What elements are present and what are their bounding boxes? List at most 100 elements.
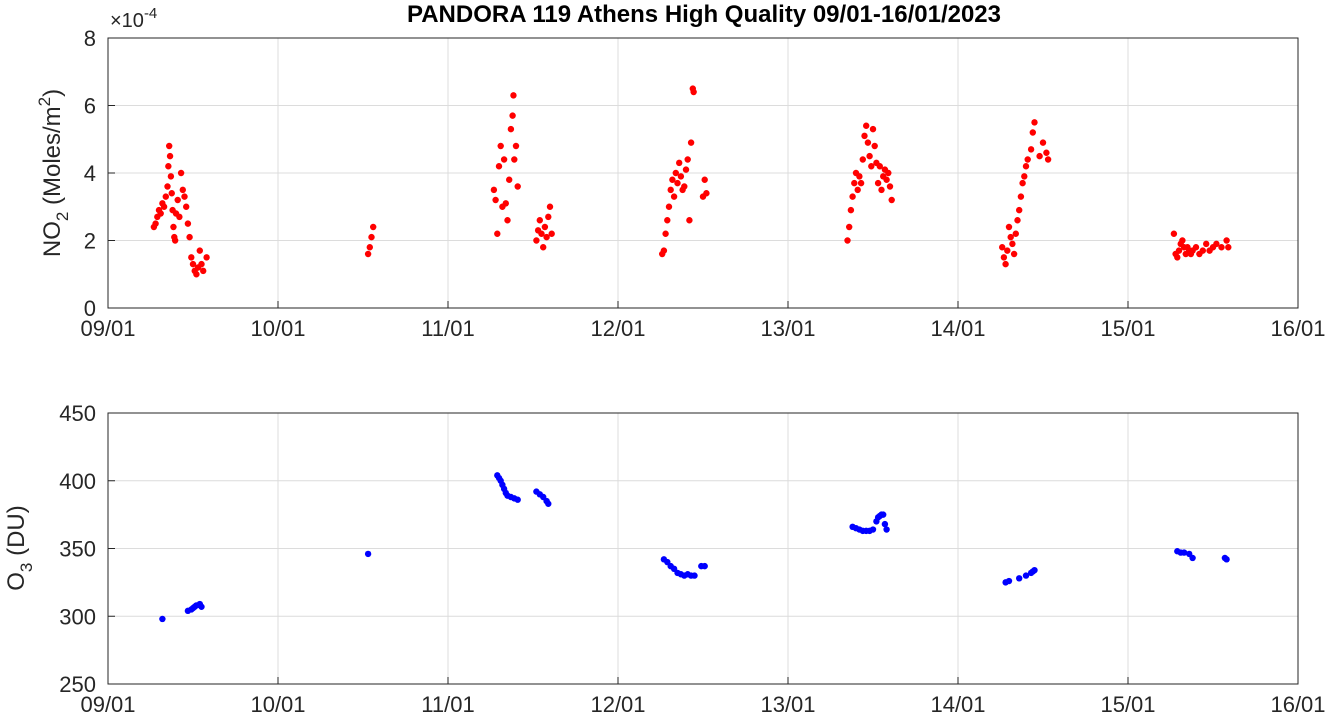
no2-data-point [184, 220, 192, 227]
no2-y-tick-label: 4 [84, 161, 96, 186]
o3-panel: 250 300 350 400 450 09/01 10/01 11/01 12/01 13/0… [3, 401, 1326, 717]
no2-data-point [506, 176, 513, 183]
no2-x-tick-label: 16/01 [1270, 316, 1325, 341]
no2-data-point [200, 267, 207, 275]
no2-data-point [859, 156, 866, 163]
o3-y-tick-label: 250 [59, 672, 96, 697]
no2-data-point [1016, 206, 1023, 214]
no2-data-point [670, 193, 678, 200]
no2-data-point [198, 260, 205, 268]
o3-x-tick-label: 11/01 [421, 692, 474, 717]
no2-data-point [176, 213, 183, 221]
no2-data-point [193, 271, 200, 278]
o3-data-point [1016, 575, 1023, 582]
no2-data-point [878, 186, 885, 194]
no2-y-tick-label: 6 [84, 94, 96, 119]
no2-data-point [1036, 152, 1043, 160]
no2-y-tick-label: 0 [84, 296, 96, 321]
no2-x-tick-label: 15/01 [1100, 316, 1155, 341]
no2-data-point [999, 244, 1006, 251]
no2-data-point [1022, 163, 1030, 170]
o3-x-tick-label: 15/01 [1100, 692, 1155, 717]
no2-data-point [188, 254, 195, 261]
no2-data-point [677, 173, 685, 180]
no2-data-point [170, 223, 177, 231]
o3-x-tick-label: 12/01 [590, 692, 645, 717]
no2-data-point [171, 237, 179, 244]
no2-data-point [1174, 254, 1181, 261]
o3-y-label: O3 (DU) [3, 505, 36, 590]
o3-data-point [545, 500, 552, 507]
no2-data-point [1170, 230, 1178, 237]
no2-data-point [1179, 237, 1186, 244]
o3-x-ticks: 09/01 10/01 11/01 12/01 13/01 14/01 15/01 16/01 [80, 677, 1326, 717]
o3-y-tick-label: 300 [59, 604, 96, 629]
no2-x-tick-label: 11/01 [421, 316, 474, 341]
no2-data-point [540, 244, 547, 251]
no2-data-point [1203, 240, 1210, 248]
no2-data-point [509, 112, 516, 119]
no2-data-point [366, 244, 373, 251]
no2-y-tick-label: 8 [84, 26, 96, 51]
no2-data-point [1009, 240, 1016, 248]
no2-data-point [854, 186, 861, 194]
no2-data-point [1000, 254, 1008, 261]
o3-x-tick-label: 09/01 [80, 692, 135, 717]
no2-panel: 0 2 4 6 8 09/01 10/01 11/01 12/01 13/01 14/01 15/0… [35, 5, 1326, 341]
multiplier-exponent: -4 [144, 5, 157, 22]
no2-data-point [664, 217, 671, 224]
no2-data-point [1012, 230, 1019, 237]
no2-data-point [674, 179, 681, 187]
no2-data-point [863, 122, 870, 129]
no2-data-point [1175, 247, 1183, 254]
no2-data-point [868, 163, 875, 170]
no2-y-ticks: 0 2 4 6 8 [84, 26, 115, 321]
no2-data-point [166, 142, 173, 150]
no2-data-point [888, 196, 895, 204]
no2-data-point [152, 220, 159, 227]
ylabel-unit: (Moles/m [39, 106, 66, 211]
no2-data-point [495, 163, 503, 170]
no2-data-point [157, 210, 164, 217]
no2-data-point [684, 156, 691, 163]
o3-data-point [198, 603, 205, 610]
no2-data-point [1039, 139, 1047, 146]
o3-data-point [159, 615, 166, 623]
ylabel-sup: 2 [35, 97, 54, 106]
no2-data-point [179, 186, 186, 194]
no2-data-point [1010, 250, 1018, 258]
o3-data-point [880, 511, 887, 518]
ylabel-unit: (DU) [3, 505, 30, 562]
ylabel-base: O [3, 572, 30, 591]
no2-data-point [186, 233, 193, 241]
no2-data-point [196, 247, 203, 254]
no2-data-point [869, 125, 877, 133]
no2-data-point [1004, 247, 1011, 254]
ylabel-sub: 2 [53, 212, 72, 221]
no2-data-point [162, 193, 169, 200]
no2-data-point [856, 173, 863, 180]
no2-data-point [507, 125, 515, 133]
no2-data-point [1021, 173, 1028, 180]
multiplier-prefix: ×10 [110, 10, 144, 32]
no2-data-point [1019, 179, 1026, 187]
no2-multiplier: ×10-4 [110, 5, 157, 32]
o3-data-point [1180, 549, 1188, 556]
o3-data-point [701, 562, 708, 570]
no2-data-point [536, 217, 543, 224]
no2-data-point [883, 176, 890, 183]
no2-data-point [183, 203, 190, 210]
o3-data-point [869, 526, 877, 533]
no2-data-point [168, 190, 175, 197]
no2-data-point [682, 166, 690, 173]
no2-data-point [1223, 237, 1230, 244]
no2-data-point [1192, 244, 1200, 251]
no2-data-point [177, 169, 185, 177]
no2-data-point [857, 179, 865, 187]
o3-x-tick-label: 10/01 [250, 692, 305, 717]
o3-data-point [364, 550, 372, 558]
o3-points [159, 472, 1230, 623]
no2-data-point [500, 156, 508, 163]
